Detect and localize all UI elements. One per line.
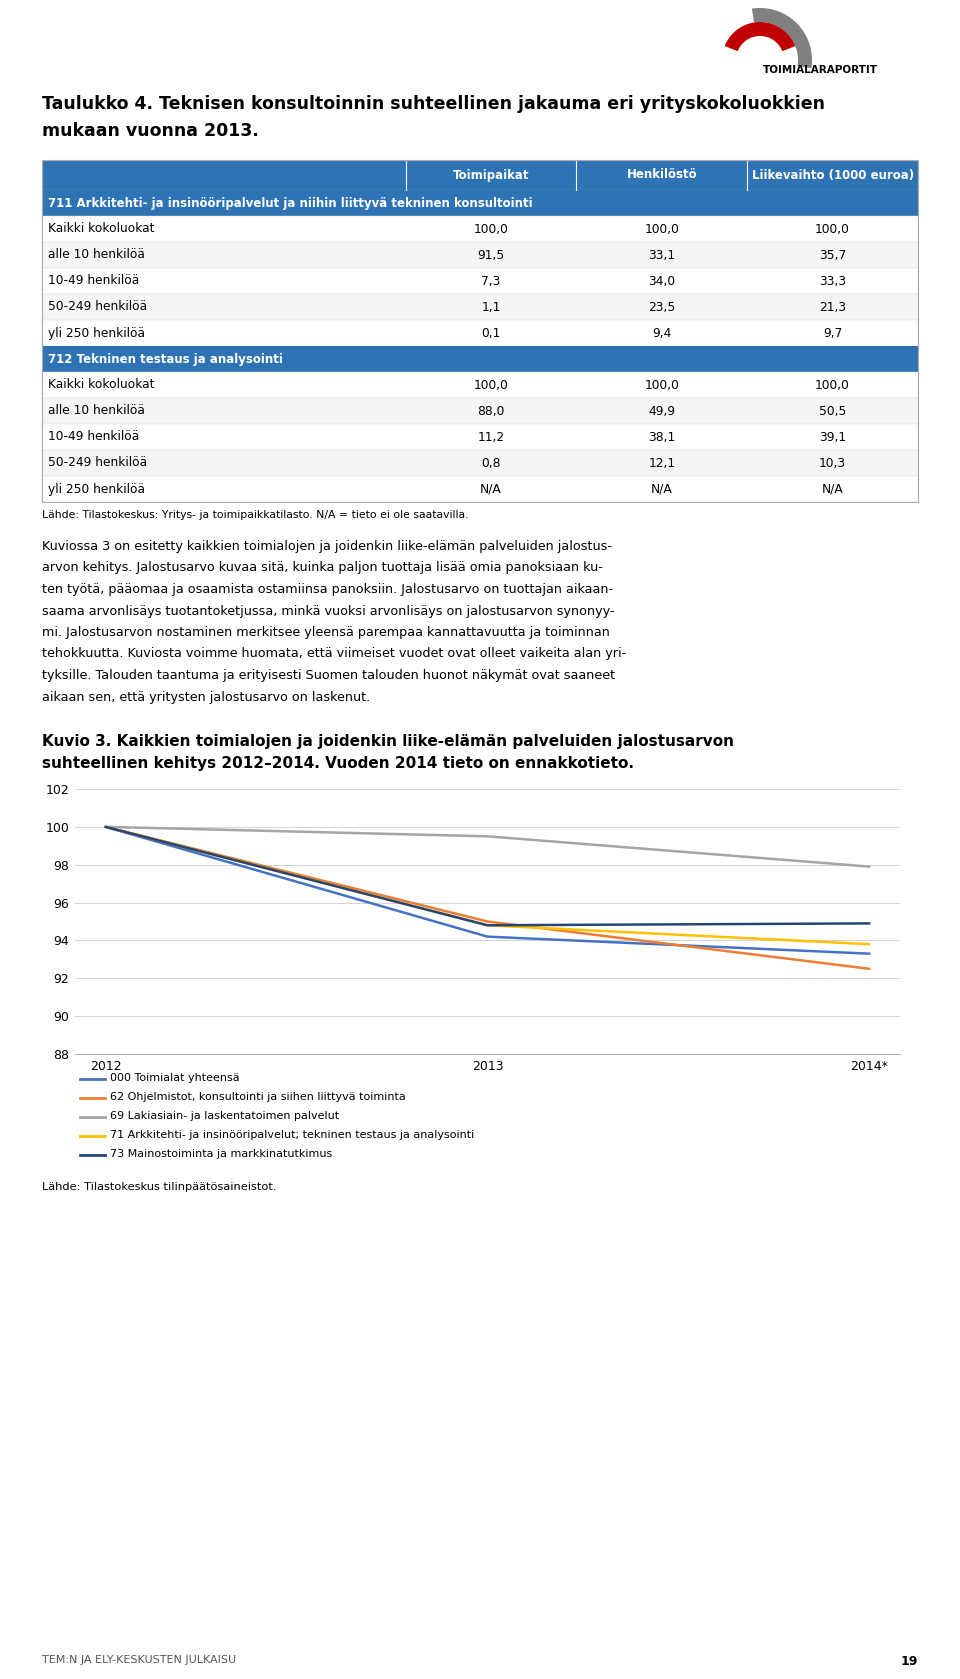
Text: ten työtä, pääomaa ja osaamista ostamiinsa panoksiin. Jalostusarvo on tuottajan : ten työtä, pääomaa ja osaamista ostamiin…	[42, 583, 613, 596]
Text: N/A: N/A	[651, 482, 673, 495]
Bar	[42, 294, 918, 321]
Text: 10,3: 10,3	[819, 457, 846, 470]
Text: alle 10 henkilöä: alle 10 henkilöä	[48, 248, 145, 262]
Bar	[42, 217, 918, 242]
Text: 711 Arkkitehti- ja insinööripalvelut ja niihin liittyvä tekninen konsultointi: 711 Arkkitehti- ja insinööripalvelut ja …	[48, 196, 533, 210]
Text: 000 Toimialat yhteensä: 000 Toimialat yhteensä	[110, 1073, 240, 1083]
Text: Kuvio 3. Kaikkien toimialojen ja joidenkin liike-elämän palveluiden jalostusarvo: Kuvio 3. Kaikkien toimialojen ja joidenk…	[42, 734, 734, 749]
Bar	[42, 242, 918, 269]
Text: 71 Arkkitehti- ja insinööripalvelut; tekninen testaus ja analysointi: 71 Arkkitehti- ja insinööripalvelut; tek…	[110, 1130, 474, 1140]
Text: 100,0: 100,0	[644, 223, 680, 235]
Polygon shape	[752, 8, 812, 69]
Text: 34,0: 34,0	[648, 274, 675, 287]
Text: 91,5: 91,5	[477, 248, 505, 262]
Bar	[42, 477, 918, 502]
Text: Kaikki kokoluokat: Kaikki kokoluokat	[48, 223, 155, 235]
Text: 12,1: 12,1	[648, 457, 675, 470]
Text: 69 Lakiasiain- ja laskentatoimen palvelut: 69 Lakiasiain- ja laskentatoimen palvelu…	[110, 1111, 339, 1122]
Text: aikaan sen, että yritysten jalostusarvo on laskenut.: aikaan sen, että yritysten jalostusarvo …	[42, 690, 371, 704]
Text: 7,3: 7,3	[481, 274, 500, 287]
Text: mukaan vuonna 2013.: mukaan vuonna 2013.	[42, 123, 259, 139]
Text: tyksille. Talouden taantuma ja erityisesti Suomen talouden huonot näkymät ovat s: tyksille. Talouden taantuma ja erityises…	[42, 668, 615, 682]
Text: yli 250 henkilöä: yli 250 henkilöä	[48, 326, 145, 339]
Bar	[42, 321, 918, 346]
Text: TEM:N JA ELY-KESKUSTEN JULKAISU: TEM:N JA ELY-KESKUSTEN JULKAISU	[42, 1655, 236, 1666]
Bar	[42, 450, 918, 477]
Text: yli 250 henkilöä: yli 250 henkilöä	[48, 482, 145, 495]
Bar	[42, 398, 918, 425]
Text: alle 10 henkilöä: alle 10 henkilöä	[48, 405, 145, 418]
Text: arvon kehitys. Jalostusarvo kuvaa sitä, kuinka paljon tuottaja lisää omia panoks: arvon kehitys. Jalostusarvo kuvaa sitä, …	[42, 561, 603, 574]
Text: 100,0: 100,0	[644, 378, 680, 391]
Text: Henkilöstö: Henkilöstö	[627, 168, 697, 181]
Text: 100,0: 100,0	[473, 378, 509, 391]
Text: 10-49 henkilöä: 10-49 henkilöä	[48, 274, 139, 287]
Bar	[42, 160, 918, 502]
Text: 0,1: 0,1	[481, 326, 500, 339]
Text: 35,7: 35,7	[819, 248, 846, 262]
Text: 100,0: 100,0	[815, 223, 850, 235]
Text: Lähde: Tilastokeskus tilinpäätösaineistot.: Lähde: Tilastokeskus tilinpäätösaineisto…	[42, 1182, 276, 1192]
Text: saama arvonlisäys tuotantoketjussa, minkä vuoksi arvonlisäys on jalostusarvon sy: saama arvonlisäys tuotantoketjussa, mink…	[42, 604, 614, 618]
Text: suhteellinen kehitys 2012–2014. Vuoden 2014 tieto on ennakkotieto.: suhteellinen kehitys 2012–2014. Vuoden 2…	[42, 756, 634, 771]
Text: 23,5: 23,5	[648, 301, 676, 314]
Bar	[42, 190, 918, 217]
Text: Taulukko 4. Teknisen konsultoinnin suhteellinen jakauma eri yrityskokoluokkien: Taulukko 4. Teknisen konsultoinnin suhte…	[42, 96, 825, 112]
Text: 73 Mainostoiminta ja markkinatutkimus: 73 Mainostoiminta ja markkinatutkimus	[110, 1148, 332, 1159]
Text: TOIMIALARAPORTIT: TOIMIALARAPORTIT	[762, 65, 877, 76]
Text: 21,3: 21,3	[819, 301, 846, 314]
Text: 19: 19	[900, 1655, 918, 1667]
Text: 712 Tekninen testaus ja analysointi: 712 Tekninen testaus ja analysointi	[48, 353, 283, 366]
Text: Toimipaikat: Toimipaikat	[453, 168, 529, 181]
Text: 1,1: 1,1	[481, 301, 500, 314]
Text: 33,3: 33,3	[819, 274, 846, 287]
Text: 88,0: 88,0	[477, 405, 505, 418]
Text: 9,4: 9,4	[652, 326, 671, 339]
Bar	[42, 425, 918, 450]
Text: 50-249 henkilöä: 50-249 henkilöä	[48, 457, 147, 470]
Text: 0,8: 0,8	[481, 457, 501, 470]
Text: Kuviossa 3 on esitetty kaikkien toimialojen ja joidenkin liike-elämän palveluide: Kuviossa 3 on esitetty kaikkien toimialo…	[42, 541, 612, 552]
Text: 39,1: 39,1	[819, 430, 846, 443]
Text: Lähde: Tilastokeskus: Yritys- ja toimipaikkatilasto. N/A = tieto ei ole saatavil: Lähde: Tilastokeskus: Yritys- ja toimipa…	[42, 510, 468, 520]
Text: N/A: N/A	[480, 482, 502, 495]
Text: 38,1: 38,1	[648, 430, 676, 443]
Text: mi. Jalostusarvon nostaminen merkitsee yleensä parempaa kannattavuutta ja toimin: mi. Jalostusarvon nostaminen merkitsee y…	[42, 626, 610, 640]
Text: tehokkuutta. Kuviosta voimme huomata, että viimeiset vuodet ovat olleet vaikeita: tehokkuutta. Kuviosta voimme huomata, et…	[42, 648, 626, 660]
Text: 33,1: 33,1	[648, 248, 675, 262]
Bar	[42, 346, 918, 373]
Polygon shape	[725, 22, 795, 50]
Text: 100,0: 100,0	[815, 378, 850, 391]
Text: 11,2: 11,2	[477, 430, 505, 443]
Text: 100,0: 100,0	[473, 223, 509, 235]
Text: 10-49 henkilöä: 10-49 henkilöä	[48, 430, 139, 443]
Text: N/A: N/A	[822, 482, 844, 495]
Bar	[42, 373, 918, 398]
Bar	[42, 160, 918, 190]
Text: Liikevaihto (1000 euroa): Liikevaihto (1000 euroa)	[752, 168, 914, 181]
Text: Kaikki kokoluokat: Kaikki kokoluokat	[48, 378, 155, 391]
Bar	[42, 269, 918, 294]
Text: 50-249 henkilöä: 50-249 henkilöä	[48, 301, 147, 314]
Text: 50,5: 50,5	[819, 405, 847, 418]
Text: 9,7: 9,7	[823, 326, 842, 339]
Text: 49,9: 49,9	[648, 405, 675, 418]
Text: 62 Ohjelmistot, konsultointi ja siihen liittyvä toiminta: 62 Ohjelmistot, konsultointi ja siihen l…	[110, 1091, 406, 1101]
